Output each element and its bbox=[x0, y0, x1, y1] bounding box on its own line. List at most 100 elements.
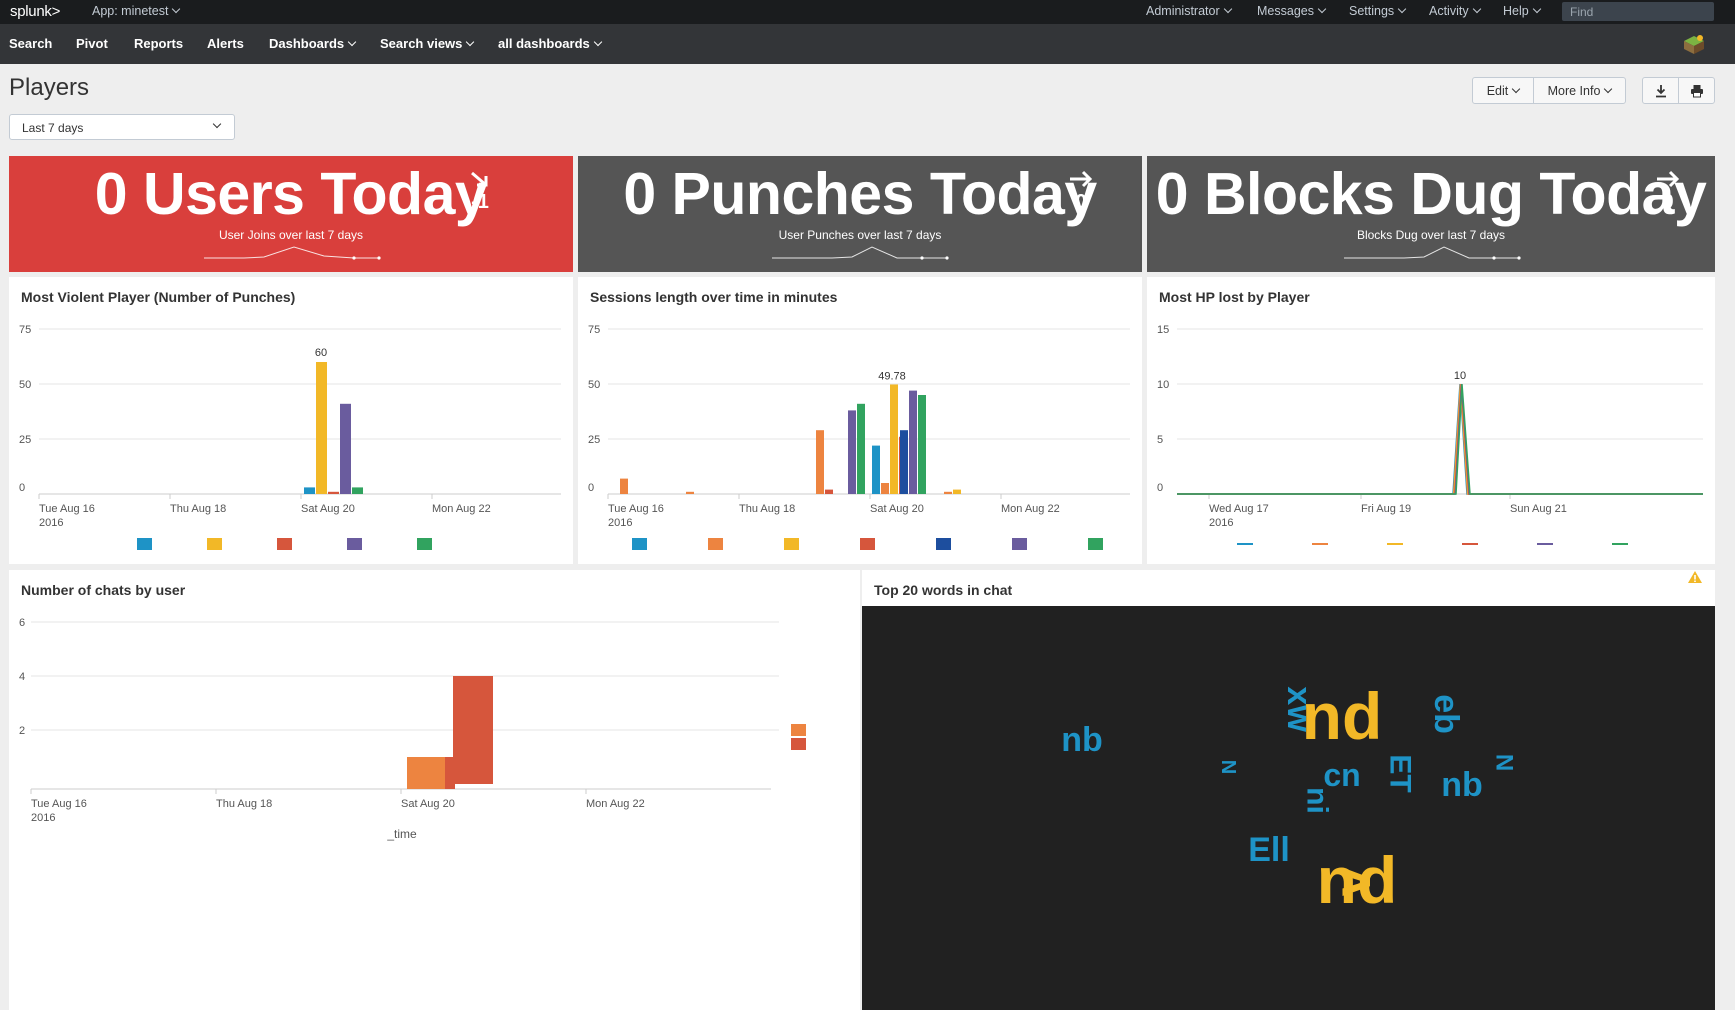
nav-search-views[interactable]: Search views bbox=[380, 36, 475, 51]
nav-alerts[interactable]: Alerts bbox=[207, 36, 244, 51]
panel-most-violent: Most Violent Player (Number of Punches) … bbox=[9, 277, 573, 564]
y-tick-label: 4 bbox=[19, 671, 25, 683]
x-tick-label: 2016 bbox=[1209, 517, 1233, 529]
more-info-button[interactable]: More Info bbox=[1533, 77, 1626, 104]
trend-indicator: -1 bbox=[469, 170, 491, 212]
x-tick-label: Mon Aug 22 bbox=[1001, 503, 1060, 515]
trend-indicator: 0 bbox=[1068, 170, 1094, 212]
bar bbox=[304, 487, 315, 494]
legend-swatch bbox=[137, 538, 152, 550]
caret-down-icon bbox=[466, 37, 475, 47]
y-tick-label: 0 bbox=[1157, 482, 1163, 494]
bar bbox=[872, 445, 880, 494]
legend-swatch bbox=[632, 538, 647, 550]
legend-swatch bbox=[791, 738, 806, 750]
caret-down-icon bbox=[347, 37, 357, 47]
legend-swatch bbox=[1088, 538, 1103, 550]
legend-swatch bbox=[347, 538, 362, 550]
legend-swatch bbox=[936, 538, 951, 550]
x-tick-label: 2016 bbox=[608, 517, 632, 529]
export-button[interactable] bbox=[1642, 77, 1679, 104]
x-tick-label: Tue Aug 16 bbox=[39, 503, 95, 515]
caret-down-icon bbox=[1397, 4, 1407, 14]
help-label: Help bbox=[1503, 4, 1529, 18]
nav-dashboards[interactable]: Dashboards bbox=[269, 36, 357, 51]
app-menu[interactable]: App: minetest bbox=[92, 4, 181, 18]
y-tick-label: 25 bbox=[19, 434, 31, 446]
splunk-logo[interactable]: splunk> bbox=[10, 3, 60, 20]
logo-text: splunk bbox=[10, 3, 52, 20]
activity-menu[interactable]: Activity bbox=[1429, 4, 1481, 18]
sparkline bbox=[772, 246, 949, 260]
settings-menu[interactable]: Settings bbox=[1349, 4, 1407, 18]
single-value-blocks[interactable]: 0 Blocks Dug Today 0 Blocks Dug over las… bbox=[1147, 156, 1715, 272]
bar bbox=[881, 483, 889, 494]
x-tick-label: 2016 bbox=[31, 812, 55, 824]
find-input[interactable]: Find bbox=[1562, 2, 1714, 21]
legend-swatch bbox=[860, 538, 875, 550]
single-value-punches[interactable]: 0 Punches Today 0 User Punches over last… bbox=[578, 156, 1142, 272]
administrator-menu[interactable]: Administrator bbox=[1146, 4, 1232, 18]
legend-swatch bbox=[791, 724, 806, 736]
x-tick-label: Fri Aug 19 bbox=[1361, 503, 1411, 515]
edit-label: Edit bbox=[1486, 84, 1509, 98]
chart-sessions[interactable]: 75 50 25 0 Tue Aug 16 2016 Thu Aug 18 Sat Aug 2… bbox=[578, 277, 1142, 564]
chart-most-violent[interactable]: 75 50 25 0 Tue Aug 16 2016 Thu Aug 18 Sat Aug 2… bbox=[9, 277, 573, 564]
x-tick-label: Sat Aug 20 bbox=[401, 798, 455, 810]
chart-chats[interactable]: 6 4 2 Tue Aug 16 2016 Thu Aug 18 Sat Aug 20 Mon… bbox=[9, 570, 860, 1010]
single-value-number: 0 Blocks Dug Today bbox=[1155, 161, 1707, 227]
bar bbox=[352, 487, 363, 494]
edit-button[interactable]: Edit bbox=[1472, 77, 1534, 104]
bar bbox=[816, 430, 824, 494]
word-cloud-background bbox=[862, 606, 1715, 1010]
word-cloud-word: nd bbox=[1302, 679, 1383, 753]
nav-reports[interactable]: Reports bbox=[134, 36, 184, 51]
x-tick-label: Tue Aug 16 bbox=[31, 798, 87, 810]
chart-hp-lost[interactable]: 15 10 5 0 Wed Aug 17 2016 Fri Aug 19 Sun Aug 21… bbox=[1147, 277, 1715, 564]
app-icon[interactable] bbox=[1681, 32, 1707, 56]
trend-value: 0 bbox=[1075, 191, 1087, 213]
messages-menu[interactable]: Messages bbox=[1257, 4, 1327, 18]
bar bbox=[825, 489, 833, 494]
panel-title: Most Violent Player (Number of Punches) bbox=[21, 289, 296, 305]
bar bbox=[900, 430, 908, 494]
download-icon bbox=[1655, 85, 1666, 98]
bar bbox=[909, 390, 917, 494]
app-nav-bar: Search Pivot Reports Alerts Dashboards S… bbox=[0, 24, 1735, 64]
trend-indicator: 0 bbox=[1655, 170, 1681, 212]
legend-swatch bbox=[277, 538, 292, 550]
x-tick-label: Thu Aug 18 bbox=[170, 503, 226, 515]
caret-down-icon bbox=[1512, 84, 1521, 94]
warning-icon[interactable] bbox=[1687, 570, 1703, 584]
x-axis-title: _time bbox=[386, 827, 417, 841]
panel-top-words: Top 20 words in chat nd nd v nb nb cn ET Ell xw e… bbox=[862, 570, 1715, 1010]
single-value-users[interactable]: 0 Users Today -1 User Joins over last 7 … bbox=[9, 156, 573, 272]
nav-search[interactable]: Search bbox=[9, 36, 53, 51]
help-menu[interactable]: Help bbox=[1503, 4, 1541, 18]
top-bar: splunk> App: minetest Administrator Mess… bbox=[0, 0, 1735, 24]
word-cloud-word: ni bbox=[1301, 787, 1334, 814]
bar bbox=[944, 491, 952, 494]
legend-swatch bbox=[708, 538, 723, 550]
print-button[interactable] bbox=[1678, 77, 1715, 104]
single-value-caption: User Punches over last 7 days bbox=[778, 228, 942, 242]
time-range-label: Last 7 days bbox=[22, 121, 84, 135]
bar bbox=[328, 491, 339, 494]
area-series bbox=[445, 757, 455, 789]
panel-title: Most HP lost by Player bbox=[1159, 289, 1310, 305]
word-cloud-word: v bbox=[1324, 867, 1382, 896]
caret-down-icon bbox=[593, 37, 602, 47]
nav-pivot[interactable]: Pivot bbox=[76, 36, 108, 51]
x-tick-label: Sat Aug 20 bbox=[870, 503, 924, 515]
sparkline bbox=[1344, 246, 1521, 260]
trend-value: 0 bbox=[1662, 191, 1674, 213]
panel-sessions: Sessions length over time in minutes 75 5… bbox=[578, 277, 1142, 564]
time-range-picker[interactable]: Last 7 days bbox=[9, 114, 235, 140]
x-tick-label: Thu Aug 18 bbox=[739, 503, 795, 515]
administrator-label: Administrator bbox=[1146, 4, 1220, 18]
area-series bbox=[407, 757, 452, 789]
nav-all-dashboards[interactable]: all dashboards bbox=[498, 36, 602, 51]
y-tick-label: 0 bbox=[19, 482, 25, 494]
x-tick-label: Sat Aug 20 bbox=[301, 503, 355, 515]
